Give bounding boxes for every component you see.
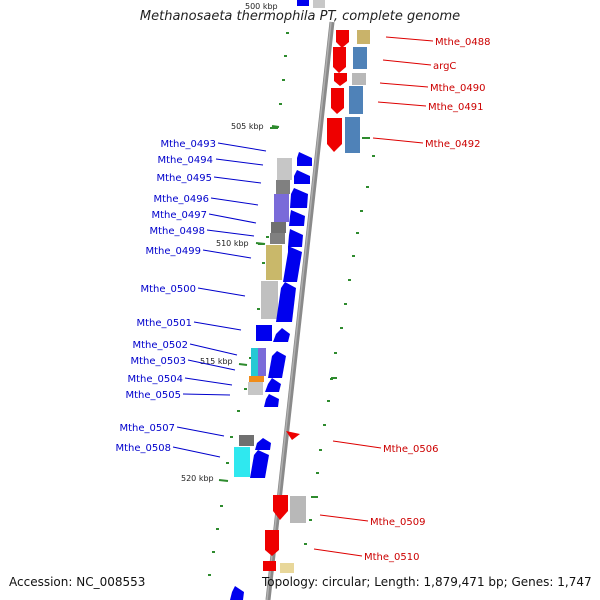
gene-mthe-0503-cog [258, 348, 266, 376]
gene-label-mthe-0507[interactable]: Mthe_0507 [120, 423, 176, 434]
gene-mthe-0495-arrow[interactable] [290, 188, 308, 208]
gene-label-mthe-0506[interactable]: Mthe_0506 [383, 444, 439, 455]
gene-mthe-0492-arrow[interactable] [327, 118, 342, 144]
tick-505-mark [271, 125, 280, 128]
gene-mthe-0490-cog [352, 73, 366, 85]
tick-520-mark [218, 479, 229, 482]
gene-mthe-0509-head[interactable] [273, 511, 288, 520]
reverse-leader-lines [172, 142, 267, 458]
gene-mthe-0492-cog [345, 117, 360, 153]
gene-mthe-0501-arrow[interactable] [256, 325, 272, 341]
gene-mthe-0491-cog [349, 86, 363, 114]
tick-label-520: 520 kbp [181, 474, 214, 483]
gene-top-partial-cog [313, 0, 325, 8]
gene-label-mthe-0494[interactable]: Mthe_0494 [158, 155, 214, 166]
accession-text: Accession: NC_008553 [9, 575, 146, 589]
gene-label-mthe-0505[interactable]: Mthe_0505 [126, 390, 182, 401]
gene-mthe-0499-arrow[interactable] [283, 246, 302, 282]
gene-mthe-0507-cog [239, 435, 254, 446]
gene-label-mthe-0488[interactable]: Mthe_0488 [435, 37, 491, 48]
reverse-gene-labels: Mthe_0493 Mthe_0494 Mthe_0495 Mthe_0496 … [116, 139, 217, 454]
gene-mthe-0494-cog [276, 180, 290, 194]
gene-mthe-0500-arrow[interactable] [276, 282, 296, 322]
gene-mthe-0499-cog [266, 245, 282, 280]
gene-mthe-0497-cog [271, 222, 286, 233]
tick-label-515: 515 kbp [200, 357, 233, 366]
forward-gene-labels: Mthe_0488 argC Mthe_0490 Mthe_0491 Mthe_… [364, 37, 491, 563]
gene-label-mthe-0498[interactable]: Mthe_0498 [150, 226, 206, 237]
gene-label-mthe-0501[interactable]: Mthe_0501 [137, 318, 193, 329]
tick-515-mark [238, 363, 248, 366]
gene-argC-cog [353, 47, 367, 69]
gene-mthe-0507-arrow[interactable] [255, 438, 271, 450]
gene-mthe-0504-cog [249, 376, 264, 382]
gene-bottom-partial[interactable] [230, 586, 244, 600]
position-ticks: 500 kbp 505 kbp 510 kbp 515 kbp 520 kbp [181, 2, 280, 483]
map-title: Methanosaeta thermophila PT, complete ge… [139, 9, 461, 24]
gene-mthe-0505-cog [248, 382, 263, 395]
gene-mthe-0488-arrow[interactable] [336, 30, 349, 42]
gene-label-mthe-0497[interactable]: Mthe_0497 [152, 210, 208, 221]
gene-label-argC[interactable]: argC [433, 61, 456, 72]
gene-label-mthe-0500[interactable]: Mthe_0500 [141, 284, 197, 295]
tick-label-510: 510 kbp [216, 239, 249, 248]
gene-mthe-0494-arrow[interactable] [294, 170, 310, 184]
gene-mthe-0498-cog [270, 233, 285, 244]
genome-summary-text: Topology: circular; Length: 1,879,471 bp… [262, 575, 592, 589]
gene-mthe-0510-head[interactable] [265, 550, 279, 556]
gene-label-mthe-0508[interactable]: Mthe_0508 [116, 443, 172, 454]
gene-mthe-0509-cog [290, 496, 306, 523]
gene-label-mthe-0503[interactable]: Mthe_0503 [131, 356, 187, 367]
reverse-strand-genes [230, 0, 325, 600]
gene-mthe-0493-cog [277, 158, 292, 180]
gene-mthe-0503-arrow[interactable] [268, 351, 286, 378]
gene-label-mthe-0496[interactable]: Mthe_0496 [154, 194, 210, 205]
gene-label-mthe-0509[interactable]: Mthe_0509 [370, 517, 426, 528]
gene-mthe-0488-head[interactable] [336, 42, 349, 48]
gene-mthe-0508-cog [234, 447, 250, 477]
gene-label-mthe-0504[interactable]: Mthe_0504 [128, 374, 184, 385]
gene-mthe-0496-cog [274, 194, 289, 222]
gene-mthe-0505-arrow[interactable] [264, 394, 279, 407]
gene-label-mthe-0495[interactable]: Mthe_0495 [157, 173, 213, 184]
gene-mthe-0492-head[interactable] [327, 144, 342, 152]
forward-leader-lines [313, 36, 434, 557]
gene-next-cog [280, 563, 294, 573]
gene-mthe-0501b-arrow[interactable] [273, 328, 290, 342]
gene-mthe-0508-arrow[interactable] [250, 450, 269, 478]
forward-strand-genes [263, 30, 370, 573]
gene-label-mthe-0499[interactable]: Mthe_0499 [146, 246, 202, 257]
gene-label-mthe-0492[interactable]: Mthe_0492 [425, 139, 481, 150]
gene-mthe-0497-arrow[interactable] [289, 210, 305, 226]
gene-argC-head[interactable] [333, 67, 346, 73]
tick-510-mark [255, 242, 266, 245]
gene-mthe-0509-arrow[interactable] [273, 495, 288, 511]
gene-mthe-0491-head[interactable] [331, 108, 344, 114]
gene-mthe-0506-arrow[interactable] [286, 431, 300, 440]
tick-label-500: 500 kbp [245, 2, 278, 11]
gene-mthe-0488-cog [357, 30, 370, 44]
gene-mthe-0500-cog [261, 281, 278, 319]
gene-mthe-0510-arrow[interactable] [265, 530, 279, 550]
gene-label-mthe-0491[interactable]: Mthe_0491 [428, 102, 484, 113]
gene-mthe-0493-arrow[interactable] [297, 152, 312, 166]
gene-label-mthe-0493[interactable]: Mthe_0493 [161, 139, 217, 150]
tick-label-505: 505 kbp [231, 122, 264, 131]
gene-label-mthe-0510[interactable]: Mthe_0510 [364, 552, 420, 563]
gene-next-arrow[interactable] [263, 561, 276, 571]
gene-mthe-0491-arrow[interactable] [331, 88, 344, 108]
gene-label-mthe-0490[interactable]: Mthe_0490 [430, 83, 486, 94]
gene-label-mthe-0502[interactable]: Mthe_0502 [133, 340, 189, 351]
gene-mthe-0504-arrow[interactable] [265, 378, 281, 392]
gene-top-partial[interactable] [297, 0, 309, 6]
gene-mthe-0490-head[interactable] [334, 81, 347, 86]
gene-mthe-0490-arrow[interactable] [334, 73, 347, 81]
gene-argC-arrow[interactable] [333, 47, 346, 67]
gene-mthe-0498-arrow[interactable] [288, 229, 303, 247]
gene-mthe-0502-cog [251, 348, 258, 376]
